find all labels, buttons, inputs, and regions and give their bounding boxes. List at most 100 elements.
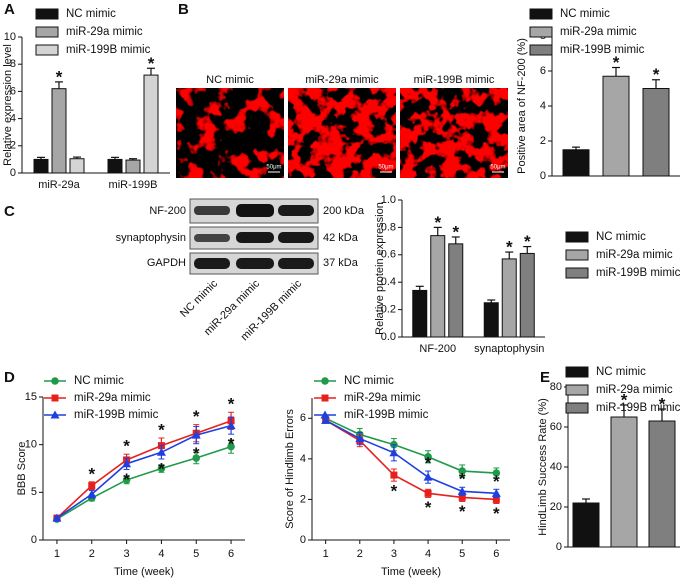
x-tick-label: miR-29a (38, 179, 80, 191)
scale-bar-label: 50μm (490, 165, 505, 171)
y-tick-label: 0 (10, 167, 16, 179)
legend-label: miR-29a mimic (596, 249, 673, 261)
band (278, 232, 314, 243)
bar (519, 252, 535, 338)
western-blot: NF-200 synaptophysin GAPDH 200 kDa 42 kD… (116, 198, 365, 343)
x-tick-label: 6 (493, 548, 499, 560)
y-tick-label: 2 (540, 135, 546, 147)
legend-swatch (35, 26, 59, 38)
point (321, 415, 331, 424)
legend-swatch (565, 366, 589, 378)
protein-label: NF-200 (149, 205, 186, 217)
x-axis-label: Time (week) (114, 566, 174, 578)
band (236, 258, 274, 269)
micrograph-texture (400, 88, 508, 178)
bar (412, 289, 428, 338)
significance-mark: * (493, 504, 500, 523)
line (56, 445, 232, 520)
image-label: NC mimic (206, 74, 254, 86)
y-axis-label: Positive area of NF-200 (%) (516, 38, 528, 174)
x-axis-label: Time (week) (381, 566, 441, 578)
y-axis-label: Score of Hindlimb Errors (284, 409, 296, 529)
significance-mark: * (158, 459, 165, 478)
x-tick-label: 2 (357, 548, 363, 560)
legend-label: miR-199B mimic (596, 402, 681, 414)
significance-mark: * (425, 454, 432, 473)
significance-mark: * (653, 65, 660, 84)
y-tick-label: 2 (10, 140, 16, 152)
significance-mark: * (459, 502, 466, 521)
legend-label: miR-199B mimic (74, 409, 159, 421)
y-tick-label: 15 (25, 391, 37, 403)
line (325, 419, 497, 495)
legend-label: miR-29a mimic (560, 26, 637, 38)
significance-mark: * (56, 67, 63, 86)
legend-swatch (565, 267, 589, 279)
y-tick-label: 5 (31, 486, 37, 498)
image-label: miR-199B mimic (414, 74, 495, 86)
bar (107, 158, 123, 174)
x-tick-label: 3 (391, 548, 397, 560)
point (87, 489, 97, 498)
legend-swatch (35, 44, 59, 56)
significance-mark: * (659, 394, 666, 413)
point (88, 482, 96, 490)
y-tick-label: 1.0 (381, 194, 396, 206)
point (423, 472, 433, 481)
significance-mark: * (391, 482, 398, 501)
legend-label: miR-199B mimic (560, 44, 645, 56)
point (156, 447, 166, 456)
line (325, 419, 497, 501)
bar (69, 158, 85, 174)
y-tick-label: 60 (550, 421, 562, 433)
y-tick-label: 4 (540, 100, 546, 112)
y-tick-label: 0 (540, 170, 546, 182)
band (194, 206, 230, 215)
x-tick-label: 5 (459, 548, 465, 560)
bar (430, 235, 446, 338)
point (192, 454, 201, 462)
point (458, 493, 466, 501)
scale-bar-label: 50μm (378, 165, 393, 171)
y-tick-label: 10 (25, 439, 37, 451)
legend-label: NC mimic (344, 375, 394, 387)
y-axis-label: HindLimb Success Rate (%) (537, 398, 549, 536)
point (457, 486, 467, 495)
bar (483, 302, 499, 338)
legend-label: miR-29a mimic (596, 384, 673, 396)
protein-label: synaptophysin (116, 232, 186, 244)
y-tick-label: 20 (550, 501, 562, 513)
bar (501, 258, 517, 338)
legend-swatch (529, 44, 553, 56)
y-tick-label: 0.0 (381, 331, 396, 343)
x-tick-label: 3 (124, 548, 130, 560)
legend-label: miR-199B mimic (344, 409, 429, 421)
point (52, 513, 62, 522)
legend-marker (320, 410, 330, 419)
legend-swatch (565, 249, 589, 261)
micrograph-texture (288, 88, 396, 178)
line (56, 424, 232, 519)
band (194, 234, 230, 242)
bar (562, 149, 590, 177)
significance-mark: * (228, 435, 235, 454)
x-tick-label: 1 (323, 548, 329, 560)
legend-marker (51, 394, 59, 402)
image-label: miR-29a mimic (305, 74, 379, 86)
panel-label: A (4, 1, 15, 18)
point (191, 430, 201, 439)
legend-marker (51, 377, 59, 385)
legend-label: miR-199B mimic (66, 44, 151, 56)
point (492, 469, 501, 477)
point (226, 421, 236, 430)
panel-label: D (4, 369, 15, 386)
point (355, 434, 365, 443)
significance-mark: * (524, 232, 531, 251)
bar (610, 416, 638, 548)
bar (648, 420, 676, 548)
y-axis-label: Relative protein expression (374, 202, 386, 335)
x-tick-label: 4 (158, 548, 164, 560)
protein-label: GAPDH (147, 257, 186, 269)
y-tick-label: 10 (4, 31, 16, 43)
legend-label: miR-199B mimic (596, 267, 681, 279)
